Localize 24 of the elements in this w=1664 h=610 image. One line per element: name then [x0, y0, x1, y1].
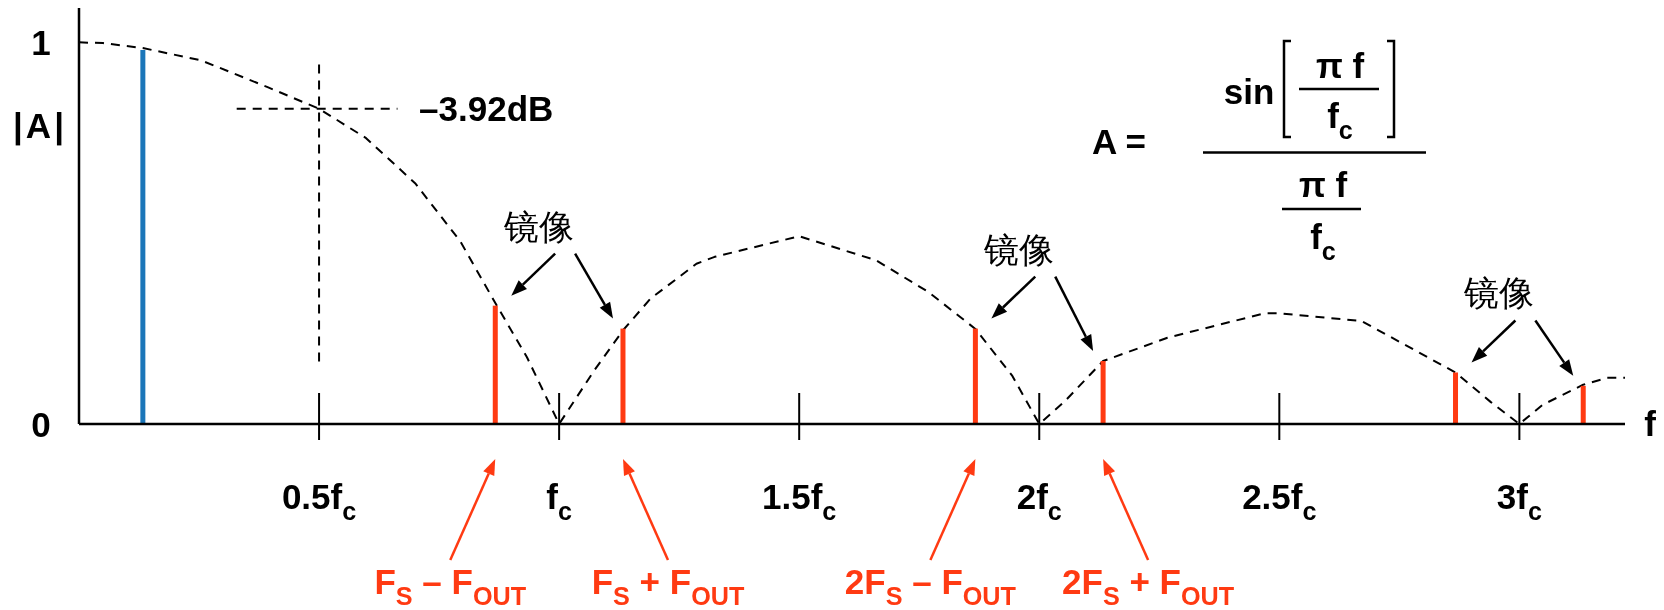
frequency-label: 2F$_{S}$ – F$_{OUT}$: [844, 562, 1016, 610]
x-tick-label: 2.5f$_{c}$: [1242, 477, 1317, 525]
callout-text: 镜像: [504, 206, 575, 246]
y-tick-label: 0: [31, 405, 51, 444]
y-tick-label: 1: [31, 23, 51, 63]
x-tick-label: 0.5f$_{c}$: [281, 477, 357, 525]
frequency-label: 2F$_{S}$ + F$_{OUT}$: [1062, 562, 1235, 610]
formula-text: π f: [1315, 46, 1365, 85]
x-tick-label: f$_{c}$: [546, 477, 572, 525]
x-tick-label: 2f$_{c}$: [1016, 477, 1062, 525]
frequency-label: F$_{S}$ – F$_{OUT}$: [374, 562, 527, 610]
callout-text: 镜像: [1464, 273, 1535, 313]
formula-text: A =: [1091, 122, 1147, 161]
x-label: f: [1644, 404, 1656, 443]
formula-text: sin: [1223, 72, 1275, 111]
y-label: |A|: [13, 106, 67, 145]
x-tick-label: 1.5f$_{c}$: [762, 477, 837, 525]
x-tick-label: 3f$_{c}$: [1496, 477, 1542, 525]
formula-text: f$_{c}$: [1310, 217, 1336, 265]
ref-label: –3.92dB: [419, 88, 554, 128]
formula-text: f$_{c}$: [1327, 96, 1353, 144]
formula-text: π f: [1298, 165, 1348, 204]
frequency-label: F$_{S}$ + F$_{OUT}$: [591, 562, 745, 610]
callout-text: 镜像: [984, 229, 1055, 269]
